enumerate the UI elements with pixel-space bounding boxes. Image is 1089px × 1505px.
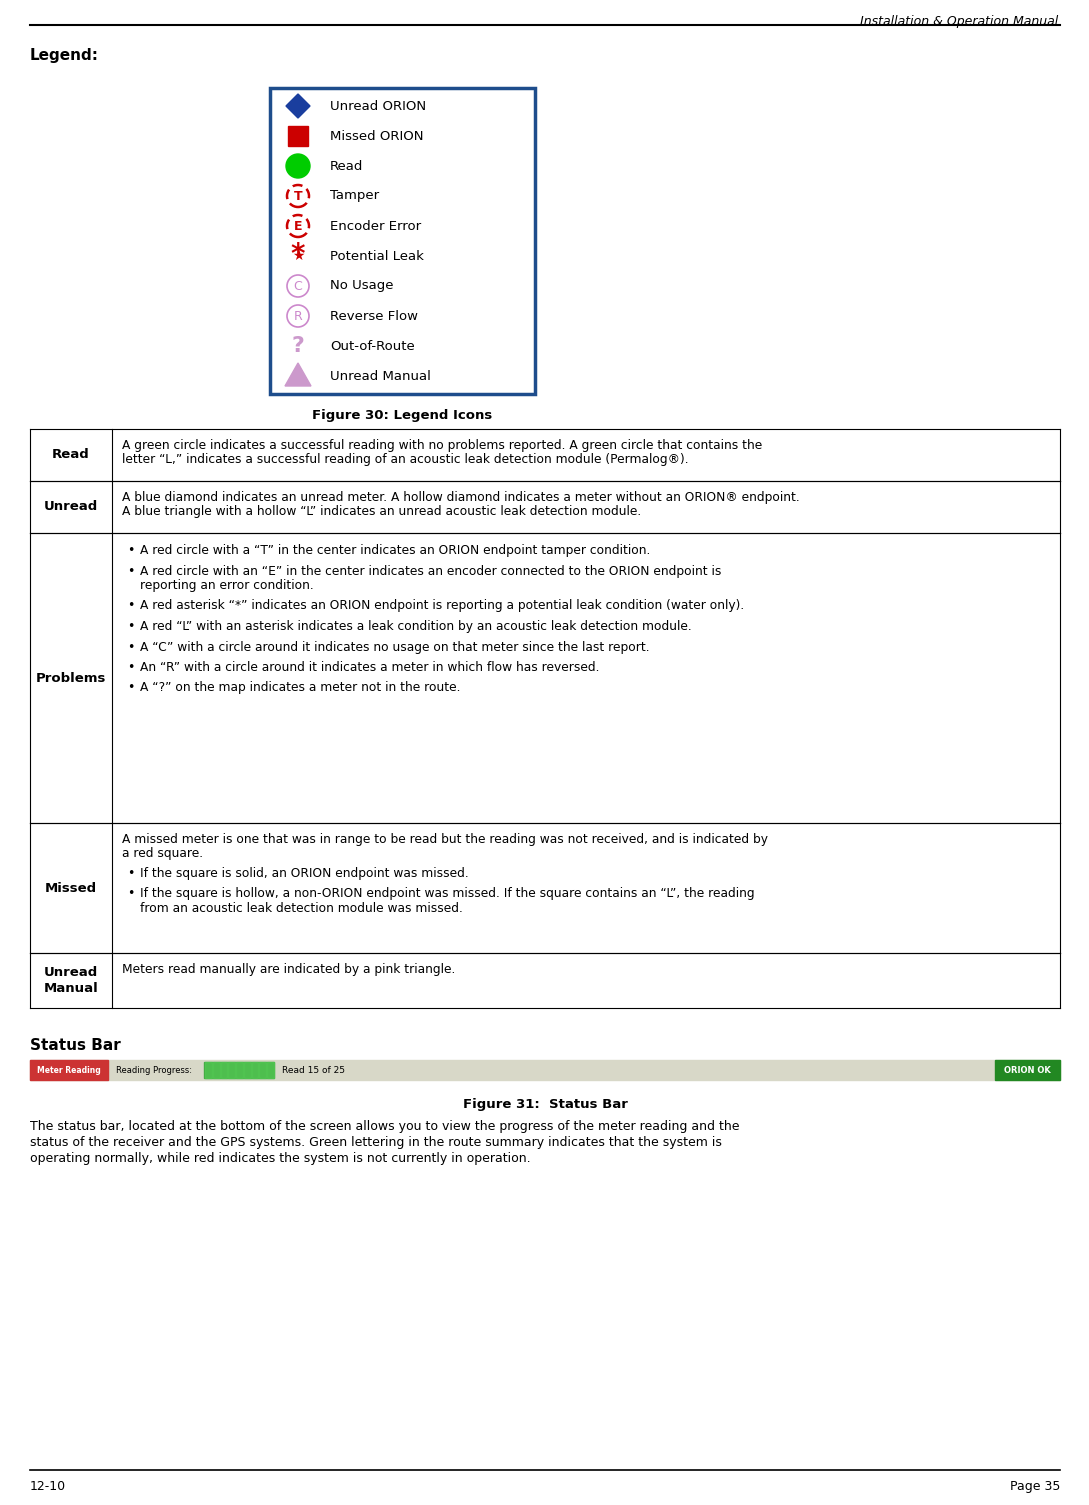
Text: C: C bbox=[294, 280, 303, 292]
Text: The status bar, located at the bottom of the screen allows you to view the progr: The status bar, located at the bottom of… bbox=[30, 1120, 739, 1133]
Text: Reading Progress:: Reading Progress: bbox=[117, 1066, 192, 1075]
Text: status of the receiver and the GPS systems. Green lettering in the route summary: status of the receiver and the GPS syste… bbox=[30, 1136, 722, 1148]
Bar bbox=[229, 1063, 235, 1078]
Text: Encoder Error: Encoder Error bbox=[330, 220, 421, 232]
Circle shape bbox=[286, 154, 310, 178]
Text: A red circle with a “T” in the center indicates an ORION endpoint tamper conditi: A red circle with a “T” in the center in… bbox=[140, 543, 650, 557]
Text: Legend:: Legend: bbox=[30, 48, 99, 63]
Bar bbox=[995, 1060, 1060, 1081]
Bar bbox=[204, 1063, 274, 1078]
Text: Read: Read bbox=[52, 448, 90, 462]
Text: Installation & Operation Manual: Installation & Operation Manual bbox=[859, 15, 1059, 29]
Text: *: * bbox=[291, 241, 305, 269]
Text: R: R bbox=[294, 310, 303, 322]
Text: 12-10: 12-10 bbox=[30, 1479, 66, 1493]
Text: Unread
Manual: Unread Manual bbox=[44, 966, 98, 995]
Bar bbox=[236, 1063, 243, 1078]
Text: reporting an error condition.: reporting an error condition. bbox=[140, 579, 314, 591]
Text: No Usage: No Usage bbox=[330, 280, 393, 292]
Bar bbox=[270, 87, 535, 394]
Text: Meters read manually are indicated by a pink triangle.: Meters read manually are indicated by a … bbox=[122, 963, 455, 977]
Text: •: • bbox=[127, 661, 134, 674]
Text: A green circle indicates a successful reading with no problems reported. A green: A green circle indicates a successful re… bbox=[122, 439, 762, 452]
Text: A red circle with an “E” in the center indicates an encoder connected to the ORI: A red circle with an “E” in the center i… bbox=[140, 564, 721, 578]
Bar bbox=[30, 1060, 1060, 1081]
Bar bbox=[244, 1063, 250, 1078]
Text: a red square.: a red square. bbox=[122, 847, 204, 861]
Text: Meter Reading: Meter Reading bbox=[37, 1066, 101, 1075]
Text: T: T bbox=[294, 190, 303, 203]
Text: •: • bbox=[127, 641, 134, 653]
Text: Reverse Flow: Reverse Flow bbox=[330, 310, 418, 322]
Bar bbox=[205, 1063, 211, 1078]
Text: Unread ORION: Unread ORION bbox=[330, 99, 426, 113]
Text: A “?” on the map indicates a meter not in the route.: A “?” on the map indicates a meter not i… bbox=[140, 682, 461, 694]
Text: •: • bbox=[127, 867, 134, 880]
Text: Figure 31:  Status Bar: Figure 31: Status Bar bbox=[463, 1099, 627, 1111]
Text: Page 35: Page 35 bbox=[1010, 1479, 1060, 1493]
Text: ?: ? bbox=[292, 336, 305, 357]
Text: Unread Manual: Unread Manual bbox=[330, 370, 431, 382]
Text: A “C” with a circle around it indicates no usage on that meter since the last re: A “C” with a circle around it indicates … bbox=[140, 641, 650, 653]
Polygon shape bbox=[285, 363, 311, 385]
Bar bbox=[259, 1063, 266, 1078]
Text: Missed ORION: Missed ORION bbox=[330, 129, 424, 143]
Text: letter “L,” indicates a successful reading of an acoustic leak detection module : letter “L,” indicates a successful readi… bbox=[122, 453, 688, 467]
Text: •: • bbox=[127, 543, 134, 557]
Text: Read 15 of 25: Read 15 of 25 bbox=[282, 1066, 345, 1075]
Bar bbox=[252, 1063, 258, 1078]
Text: A missed meter is one that was in range to be read but the reading was not recei: A missed meter is one that was in range … bbox=[122, 832, 768, 846]
Bar bbox=[287, 126, 308, 146]
Text: •: • bbox=[127, 682, 134, 694]
Text: E: E bbox=[294, 220, 303, 232]
Text: If the square is solid, an ORION endpoint was missed.: If the square is solid, an ORION endpoin… bbox=[140, 867, 468, 880]
Text: Unread: Unread bbox=[44, 501, 98, 513]
Text: from an acoustic leak detection module was missed.: from an acoustic leak detection module w… bbox=[140, 901, 463, 915]
Text: An “R” with a circle around it indicates a meter in which flow has reversed.: An “R” with a circle around it indicates… bbox=[140, 661, 600, 674]
Bar bbox=[221, 1063, 228, 1078]
Bar bbox=[212, 1063, 220, 1078]
Text: operating normally, while red indicates the system is not currently in operation: operating normally, while red indicates … bbox=[30, 1151, 530, 1165]
Bar bbox=[30, 1060, 108, 1081]
Text: ★: ★ bbox=[292, 248, 304, 263]
Text: ORION OK: ORION OK bbox=[1004, 1066, 1051, 1075]
Text: Read: Read bbox=[330, 160, 364, 173]
Text: A blue diamond indicates an unread meter. A hollow diamond indicates a meter wit: A blue diamond indicates an unread meter… bbox=[122, 491, 799, 504]
Text: A red “L” with an asterisk indicates a leak condition by an acoustic leak detect: A red “L” with an asterisk indicates a l… bbox=[140, 620, 692, 634]
Text: A blue triangle with a hollow “L” indicates an unread acoustic leak detection mo: A blue triangle with a hollow “L” indica… bbox=[122, 506, 641, 519]
Text: Missed: Missed bbox=[45, 882, 97, 894]
Text: Tamper: Tamper bbox=[330, 190, 379, 203]
Text: •: • bbox=[127, 888, 134, 900]
Bar bbox=[267, 1063, 274, 1078]
Text: Problems: Problems bbox=[36, 671, 107, 685]
Text: Figure 30: Legend Icons: Figure 30: Legend Icons bbox=[313, 409, 492, 421]
Text: A red asterisk “*” indicates an ORION endpoint is reporting a potential leak con: A red asterisk “*” indicates an ORION en… bbox=[140, 599, 744, 613]
Text: Out-of-Route: Out-of-Route bbox=[330, 340, 415, 352]
Polygon shape bbox=[286, 93, 310, 117]
Text: •: • bbox=[127, 620, 134, 634]
Text: •: • bbox=[127, 599, 134, 613]
Text: •: • bbox=[127, 564, 134, 578]
Text: Status Bar: Status Bar bbox=[30, 1038, 121, 1053]
Text: If the square is hollow, a non-ORION endpoint was missed. If the square contains: If the square is hollow, a non-ORION end… bbox=[140, 888, 755, 900]
Text: Potential Leak: Potential Leak bbox=[330, 250, 424, 262]
